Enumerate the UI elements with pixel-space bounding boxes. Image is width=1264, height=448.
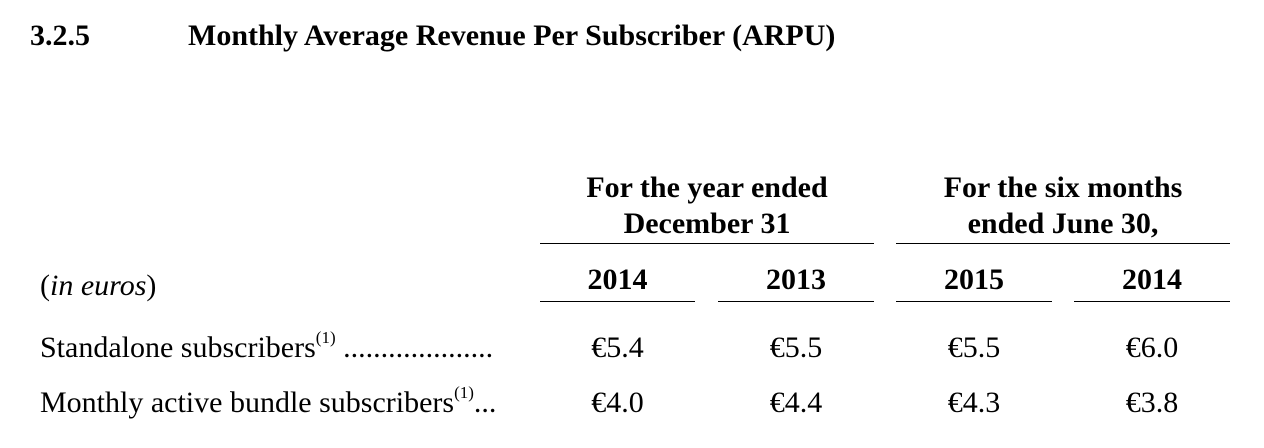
row-label-text: Monthly active bundle subscribers xyxy=(40,386,455,419)
row-label-text: Standalone subscribers xyxy=(40,331,316,364)
group-header-line: ended June 30, xyxy=(967,207,1159,240)
table-cell: €5.4 xyxy=(591,331,644,364)
table-cell: €5.5 xyxy=(947,331,1001,364)
group-header-line: For the six months xyxy=(943,171,1183,204)
table-row-label: Monthly active bundle subscribers(1)... xyxy=(40,383,497,421)
section-number: 3.2.5 xyxy=(30,19,90,52)
year-header: 2015 xyxy=(944,263,1004,296)
table-cell: €4.4 xyxy=(769,386,823,419)
year-underline xyxy=(540,301,695,302)
year-underline xyxy=(718,301,874,302)
table-cell: €6.0 xyxy=(1125,331,1179,364)
footnote-marker: (1) xyxy=(315,328,336,347)
group-header-line: December 31 xyxy=(623,207,791,240)
section-title: Monthly Average Revenue Per Subscriber (… xyxy=(188,19,836,52)
group-header-year-ended: For the year ended December 31 xyxy=(540,170,874,242)
year-header: 2014 xyxy=(587,263,648,296)
units-label: (in euros) xyxy=(40,268,156,304)
year-header: 2013 xyxy=(766,263,826,296)
dot-leader: ... xyxy=(473,386,497,419)
group-header-six-months: For the six months ended June 30, xyxy=(896,170,1230,242)
group-underline xyxy=(540,243,874,244)
year-header: 2014 xyxy=(1122,263,1182,296)
footnote-marker: (1) xyxy=(454,383,474,402)
year-underline xyxy=(896,301,1052,302)
table-cell: €4.0 xyxy=(591,386,644,419)
units-paren: ) xyxy=(146,269,157,302)
group-header-line: For the year ended xyxy=(586,171,828,204)
units-text: in euros xyxy=(50,269,147,302)
group-underline xyxy=(896,243,1230,244)
table-row-label: Standalone subscribers(1) ..............… xyxy=(40,328,494,366)
table-cell: €3.8 xyxy=(1125,386,1179,419)
table-cell: €5.5 xyxy=(769,331,823,364)
year-underline xyxy=(1074,301,1230,302)
units-paren: ( xyxy=(40,269,50,302)
dot-leader: .................... xyxy=(335,331,494,364)
table-cell: €4.3 xyxy=(947,386,1001,419)
